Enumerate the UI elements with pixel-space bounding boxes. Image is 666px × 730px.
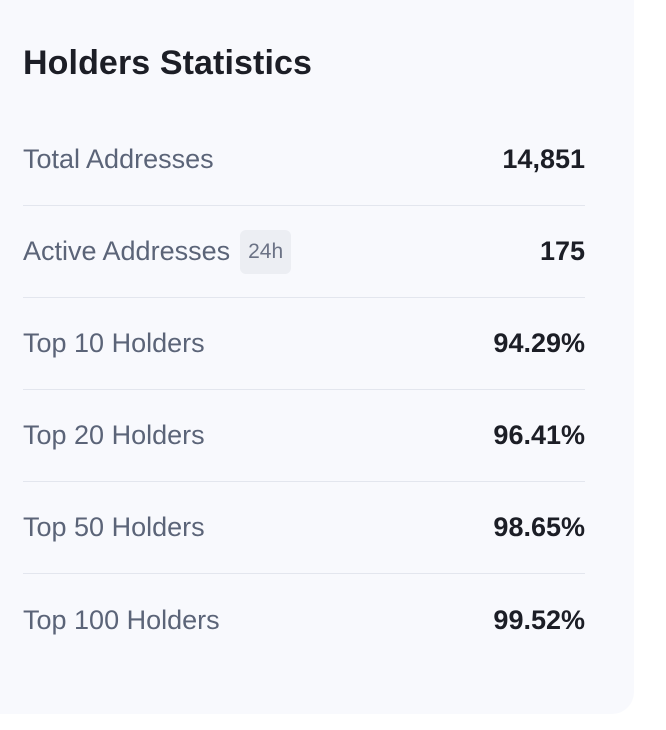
stat-label-wrap: Top 20 Holders: [23, 420, 205, 451]
stat-value: 175: [539, 236, 585, 266]
stat-label-wrap: Total Addresses: [23, 144, 214, 175]
stat-label: Top 20 Holders: [23, 420, 205, 450]
stat-row-top-10-holders: Top 10 Holders 94.29%: [23, 298, 585, 390]
time-period-badge: 24h: [240, 229, 292, 274]
stat-label-wrap: Top 100 Holders: [23, 605, 220, 636]
stat-label: Total Addresses: [23, 144, 214, 174]
stat-value: 98.65%: [493, 512, 585, 542]
stat-label: Top 10 Holders: [23, 328, 205, 358]
stat-label: Top 50 Holders: [23, 512, 205, 542]
stat-label: Active Addresses: [23, 236, 231, 266]
stat-label: Top 100 Holders: [23, 604, 220, 635]
stat-row-top-50-holders: Top 50 Holders 98.65%: [23, 482, 585, 574]
holders-statistics-card: Holders Statistics Total Addresses 14,85…: [23, 44, 585, 666]
stat-row-total-addresses: Total Addresses 14,851: [23, 114, 585, 206]
stat-row-top-100-holders: Top 100 Holders 99.52%: [23, 574, 585, 666]
stat-value: 99.52%: [493, 604, 585, 635]
stat-row-active-addresses: Active Addresses 24h 175: [23, 206, 585, 298]
card-title: Holders Statistics: [23, 44, 313, 82]
stat-value: 94.29%: [493, 328, 585, 358]
stats-list: Total Addresses 14,851 Active Addresses …: [23, 114, 585, 666]
stat-value: 96.41%: [493, 420, 585, 450]
stat-label-wrap: Top 10 Holders: [23, 328, 205, 359]
stat-value: 14,851: [502, 144, 585, 174]
stat-label-wrap: Top 50 Holders: [23, 512, 205, 543]
stat-label-wrap: Active Addresses 24h: [23, 229, 292, 274]
stat-row-top-20-holders: Top 20 Holders 96.41%: [23, 390, 585, 482]
